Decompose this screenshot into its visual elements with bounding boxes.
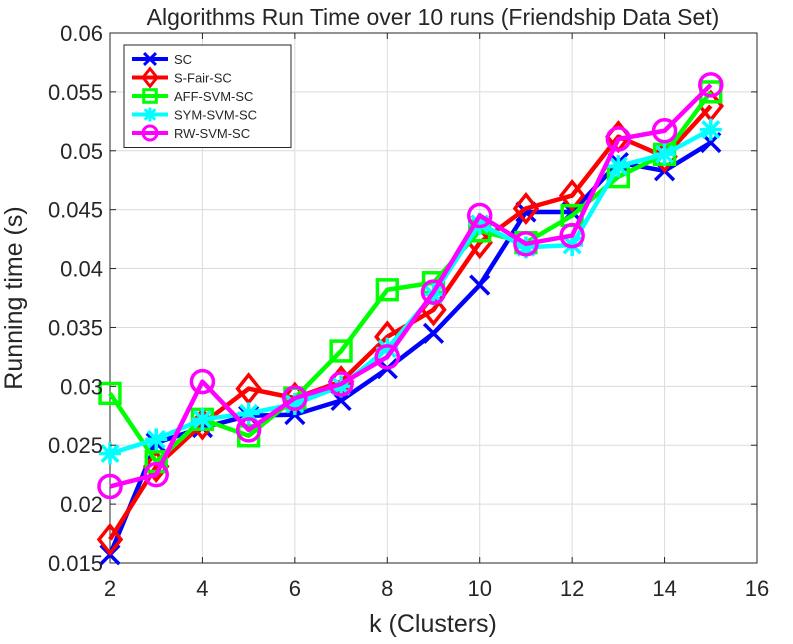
axes-box: [109, 32, 758, 564]
data-point: [235, 417, 262, 443]
legend-swatch-marker: [141, 66, 159, 89]
y-axis-label: Running time (s): [0, 206, 28, 389]
y-tick-label: 0.06: [60, 21, 103, 46]
data-point: [374, 344, 401, 370]
legend-swatch-marker: [141, 124, 159, 142]
x-axis-label: k (Clusters): [369, 610, 497, 638]
data-point: [558, 178, 586, 213]
data-point: [651, 118, 678, 144]
data-point: [97, 473, 123, 500]
x-tick-label: 4: [196, 576, 208, 601]
x-tick-label: 10: [467, 576, 491, 601]
data-point: [469, 274, 491, 296]
data-point: [698, 72, 724, 98]
data-point: [143, 461, 169, 488]
data-point: [145, 428, 168, 451]
legend-label: SC: [174, 52, 192, 67]
legend-swatch-marker: [142, 88, 158, 104]
x-tick-labels: 2 4 6 8 10 12 14 16: [104, 33, 769, 601]
x-tick-label: 12: [560, 576, 584, 601]
data-point: [512, 191, 540, 226]
legend-entry: AFF-SVM-SC: [132, 88, 253, 104]
y-tick-label: 0.025: [48, 433, 103, 458]
x-tick-label: 2: [104, 576, 116, 601]
legend-entry: RW-SVM-SC: [132, 124, 250, 142]
y-tick-label: 0.03: [60, 374, 103, 399]
data-point: [282, 385, 308, 411]
data-point: [237, 402, 260, 425]
data-point: [375, 278, 399, 302]
data-point: [189, 368, 216, 395]
y-tick-label: 0.02: [60, 492, 103, 517]
y-tick-label: 0.045: [48, 198, 103, 223]
legend-label: SYM-SVM-SC: [174, 108, 257, 123]
legend-swatch-marker: [142, 51, 158, 67]
legend-entry: SYM-SVM-SC: [132, 107, 257, 123]
y-tick-label: 0.05: [60, 139, 103, 164]
data-point: [605, 126, 632, 152]
y-tick-labels: 0.015 0.02 0.025 0.03 0.035 0.04 0.045 0.05 0.05…: [48, 21, 757, 576]
legend-swatch-marker: [143, 107, 157, 122]
data-point: [99, 442, 121, 465]
legend-entry: S-Fair-SC: [132, 66, 232, 89]
series-rw-svm-sc: [97, 72, 724, 500]
data-point: [653, 143, 676, 166]
chart-title: Algorithms Run Time over 10 runs (Friend…: [147, 4, 720, 30]
y-tick-label: 0.055: [48, 80, 103, 105]
data-point: [514, 236, 537, 259]
data-point: [98, 381, 122, 406]
legend-entry: SC: [132, 51, 192, 67]
legend-label: S-Fair-SC: [174, 71, 232, 86]
x-tick-label: 16: [745, 576, 769, 601]
data-point: [513, 231, 539, 257]
data-point: [330, 375, 353, 398]
legend: SC S-Fair-SC AFF-SVM-SC SYM-SVM-SC RW-SVM-SC: [123, 44, 292, 148]
legend-label: AFF-SVM-SC: [174, 89, 253, 104]
data-point: [607, 155, 630, 178]
y-tick-label: 0.035: [48, 315, 103, 340]
data-point: [468, 212, 491, 235]
data-point: [328, 371, 354, 397]
x-tick-label: 8: [381, 576, 393, 601]
data-point: [329, 339, 353, 363]
data-series: [96, 72, 725, 566]
data-point: [96, 522, 124, 556]
data-point: [699, 118, 722, 141]
data-point: [283, 393, 306, 415]
data-point: [191, 408, 214, 431]
legend-label: RW-SVM-SC: [174, 126, 250, 141]
data-point: [420, 279, 447, 305]
y-tick-label: 0.04: [60, 257, 103, 282]
y-tick-label: 0.015: [48, 551, 103, 576]
data-point: [559, 222, 585, 249]
data-point: [422, 322, 445, 344]
data-point: [376, 337, 399, 360]
x-tick-label: 6: [289, 576, 301, 601]
x-tick-label: 14: [652, 576, 676, 601]
data-point: [466, 202, 493, 229]
